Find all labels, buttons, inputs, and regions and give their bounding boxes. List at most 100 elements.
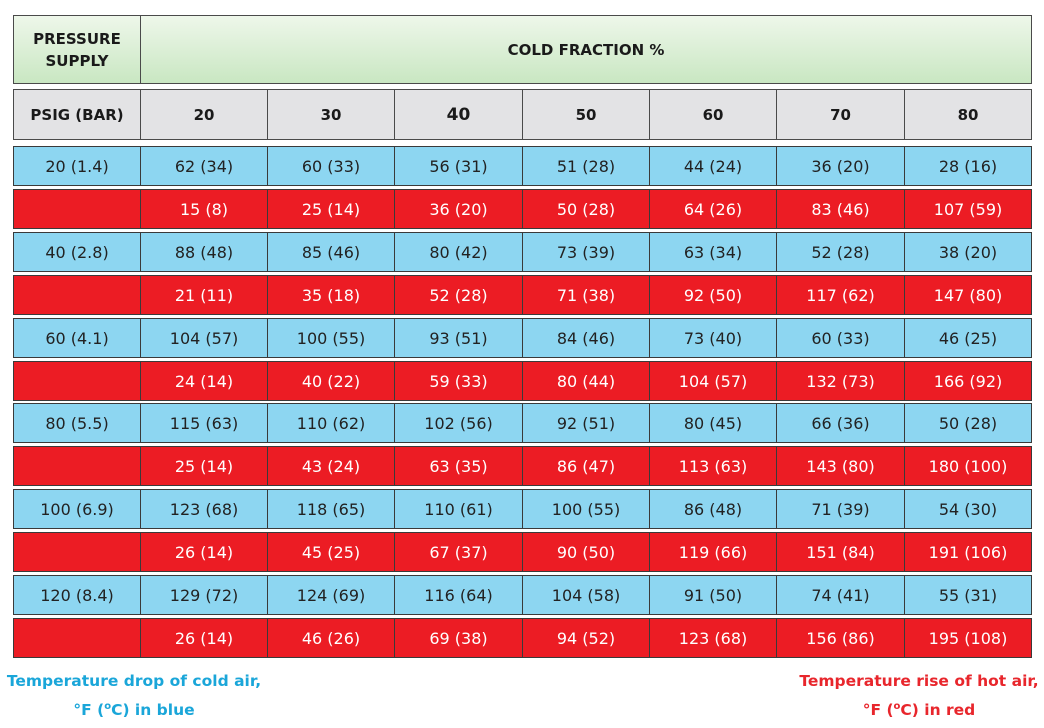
cold-value-cell: 60 (33): [776, 318, 905, 358]
hot-value-cell: 25 (14): [140, 446, 268, 486]
cold-value-cell: 38 (20): [904, 232, 1032, 272]
cold-value-cell: 129 (72): [140, 575, 268, 615]
hot-value-cell: 52 (28): [394, 275, 523, 315]
pressure-supply-header: PRESSURE SUPPLY: [13, 15, 141, 84]
cold-value-cell: 110 (61): [394, 489, 523, 529]
cold-value-cell: 104 (58): [522, 575, 650, 615]
cold-value-cell: 91 (50): [649, 575, 777, 615]
cold-value-cell: 52 (28): [776, 232, 905, 272]
cold-value-cell: 50 (28): [904, 403, 1032, 443]
table-row-hot: 24 (14) 40 (22) 59 (33) 80 (44) 104 (57)…: [13, 361, 1032, 401]
table-row-hot: 15 (8) 25 (14) 36 (20) 50 (28) 64 (26) 8…: [13, 189, 1032, 229]
hot-value-cell: 94 (52): [522, 618, 650, 658]
pressure-cell-empty: [13, 618, 141, 658]
cold-value-cell: 55 (31): [904, 575, 1032, 615]
hot-value-cell: 69 (38): [394, 618, 523, 658]
cold-value-cell: 44 (24): [649, 146, 777, 186]
table-row-cold: 100 (6.9) 123 (68) 118 (65) 110 (61) 100…: [13, 489, 1032, 529]
cold-value-cell: 104 (57): [140, 318, 268, 358]
fraction-header-60: 60: [649, 89, 777, 140]
cold-legend-line2: °F (oC) in blue: [5, 694, 263, 723]
hot-value-cell: 43 (24): [267, 446, 395, 486]
hot-legend-line1: Temperature rise of hot air,: [799, 672, 1039, 690]
table-header-sub: PSIG (BAR) 20 30 40 50 60 70 80: [13, 89, 1032, 141]
hot-legend-prefix: °F (: [862, 701, 894, 719]
cold-value-cell: 56 (31): [394, 146, 523, 186]
hot-value-cell: 46 (26): [267, 618, 395, 658]
hot-value-cell: 86 (47): [522, 446, 650, 486]
hot-legend-suffix: C) in red: [900, 701, 976, 719]
pressure-cell: 80 (5.5): [13, 403, 141, 443]
cold-legend: Temperature drop of cold air, °F (oC) in…: [5, 669, 263, 723]
hot-value-cell: 147 (80): [904, 275, 1032, 315]
hot-value-cell: 123 (68): [649, 618, 777, 658]
hot-value-cell: 90 (50): [522, 532, 650, 572]
pressure-cell-empty: [13, 532, 141, 572]
hot-value-cell: 25 (14): [267, 189, 395, 229]
cold-value-cell: 85 (46): [267, 232, 395, 272]
table-row-cold: 120 (8.4) 129 (72) 124 (69) 116 (64) 104…: [13, 575, 1032, 615]
cold-value-cell: 80 (45): [649, 403, 777, 443]
hot-value-cell: 156 (86): [776, 618, 905, 658]
cold-value-cell: 73 (40): [649, 318, 777, 358]
cold-value-cell: 28 (16): [904, 146, 1032, 186]
hot-value-cell: 143 (80): [776, 446, 905, 486]
hot-value-cell: 24 (14): [140, 361, 268, 401]
cold-value-cell: 84 (46): [522, 318, 650, 358]
cold-value-cell: 93 (51): [394, 318, 523, 358]
cold-value-cell: 51 (28): [522, 146, 650, 186]
cold-value-cell: 62 (34): [140, 146, 268, 186]
cold-value-cell: 74 (41): [776, 575, 905, 615]
hot-value-cell: 151 (84): [776, 532, 905, 572]
hot-value-cell: 195 (108): [904, 618, 1032, 658]
pressure-cell-empty: [13, 446, 141, 486]
cold-value-cell: 36 (20): [776, 146, 905, 186]
cold-value-cell: 60 (33): [267, 146, 395, 186]
hot-value-cell: 45 (25): [267, 532, 395, 572]
hot-value-cell: 67 (37): [394, 532, 523, 572]
hot-value-cell: 119 (66): [649, 532, 777, 572]
fraction-header-70: 70: [776, 89, 905, 140]
cold-value-cell: 123 (68): [140, 489, 268, 529]
hot-value-cell: 26 (14): [140, 532, 268, 572]
hot-value-cell: 40 (22): [267, 361, 395, 401]
table-row-hot: 21 (11) 35 (18) 52 (28) 71 (38) 92 (50) …: [13, 275, 1032, 315]
hot-value-cell: 63 (35): [394, 446, 523, 486]
hot-value-cell: 113 (63): [649, 446, 777, 486]
cold-value-cell: 92 (51): [522, 403, 650, 443]
cold-value-cell: 110 (62): [267, 403, 395, 443]
cold-value-cell: 124 (69): [267, 575, 395, 615]
pressure-cell-empty: [13, 189, 141, 229]
hot-legend-line2: °F (oC) in red: [796, 694, 1042, 723]
table-row-cold: 60 (4.1) 104 (57) 100 (55) 93 (51) 84 (4…: [13, 318, 1032, 358]
pressure-cell-empty: [13, 275, 141, 315]
table-row-hot: 25 (14) 43 (24) 63 (35) 86 (47) 113 (63)…: [13, 446, 1032, 486]
cold-value-cell: 80 (42): [394, 232, 523, 272]
fraction-header-30: 30: [267, 89, 395, 140]
cold-value-cell: 63 (34): [649, 232, 777, 272]
cold-value-cell: 86 (48): [649, 489, 777, 529]
cold-value-cell: 71 (39): [776, 489, 905, 529]
unit-header: PSIG (BAR): [13, 89, 141, 140]
cold-legend-prefix: °F (: [73, 701, 105, 719]
hot-value-cell: 35 (18): [267, 275, 395, 315]
cold-value-cell: 66 (36): [776, 403, 905, 443]
hot-value-cell: 59 (33): [394, 361, 523, 401]
cold-value-cell: 118 (65): [267, 489, 395, 529]
hot-value-cell: 36 (20): [394, 189, 523, 229]
cold-legend-suffix: C) in blue: [111, 701, 195, 719]
table-row-cold: 40 (2.8) 88 (48) 85 (46) 80 (42) 73 (39)…: [13, 232, 1032, 272]
hot-value-cell: 180 (100): [904, 446, 1032, 486]
cold-value-cell: 100 (55): [522, 489, 650, 529]
hot-value-cell: 104 (57): [649, 361, 777, 401]
hot-value-cell: 21 (11): [140, 275, 268, 315]
pressure-cell: 20 (1.4): [13, 146, 141, 186]
hot-value-cell: 83 (46): [776, 189, 905, 229]
hot-value-cell: 71 (38): [522, 275, 650, 315]
cold-value-cell: 46 (25): [904, 318, 1032, 358]
degree-sup: o: [104, 701, 112, 712]
pressure-cell-empty: [13, 361, 141, 401]
pressure-cell: 120 (8.4): [13, 575, 141, 615]
cold-value-cell: 88 (48): [140, 232, 268, 272]
table-row-cold: 80 (5.5) 115 (63) 110 (62) 102 (56) 92 (…: [13, 403, 1032, 443]
